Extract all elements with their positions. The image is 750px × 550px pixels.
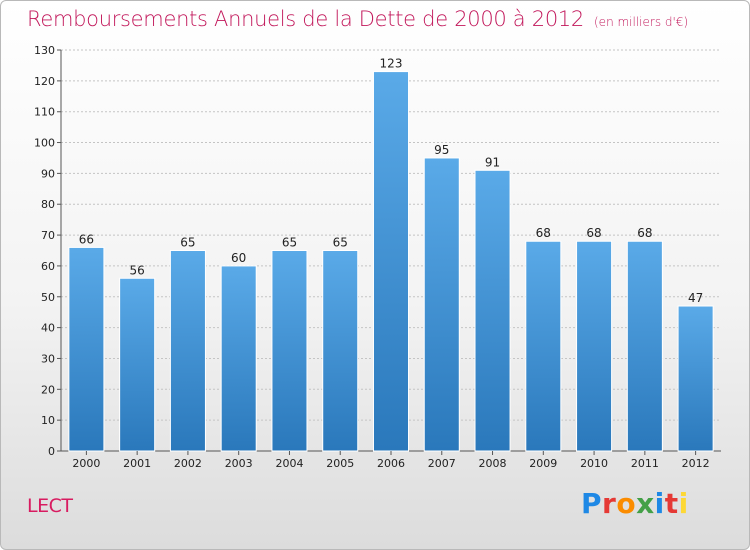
y-tick-label: 110 [34, 106, 55, 119]
bar-value-label: 47 [688, 291, 703, 305]
y-tick-label: 90 [41, 167, 55, 180]
bar [576, 240, 613, 452]
bar [423, 157, 460, 452]
x-tick-label: 2000 [72, 457, 100, 470]
bar [474, 169, 511, 452]
y-tick-label: 50 [41, 291, 55, 304]
x-tick-label: 2007 [428, 457, 456, 470]
bar-value-label: 68 [536, 226, 551, 240]
y-tick-label: 70 [41, 229, 55, 242]
logo-letter: o [616, 487, 637, 520]
bar [626, 240, 663, 452]
bar [220, 265, 257, 452]
bar-value-label: 66 [79, 232, 94, 246]
bar-value-label: 65 [180, 236, 195, 250]
y-tick-label: 0 [48, 445, 55, 458]
logo-letter: i [678, 487, 689, 520]
x-tick-label: 2010 [580, 457, 608, 470]
bar-value-label: 65 [282, 236, 297, 250]
y-tick-label: 40 [41, 322, 55, 335]
bar [169, 250, 206, 452]
x-tick-label: 2008 [479, 457, 507, 470]
bar-value-label: 68 [637, 226, 652, 240]
x-tick-label: 2002 [174, 457, 202, 470]
bar [372, 71, 410, 452]
x-tick-label: 2012 [682, 457, 710, 470]
bar-value-label: 68 [586, 226, 601, 240]
x-tick-label: 2005 [326, 457, 354, 470]
y-tick-label: 130 [34, 44, 55, 57]
x-tick-label: 2004 [275, 457, 303, 470]
y-tick-label: 80 [41, 198, 55, 211]
chart-title: Remboursements Annuels de la Dette de 20… [27, 7, 688, 31]
bar [525, 240, 562, 452]
y-tick-label: 10 [41, 414, 55, 427]
bar-value-label: 60 [231, 251, 246, 265]
bar-value-label: 95 [434, 143, 449, 157]
bar [119, 277, 156, 452]
y-tick-label: 60 [41, 260, 55, 273]
y-tick-label: 100 [34, 137, 55, 150]
chart-subtitle: (en milliers d'€) [594, 15, 689, 29]
commune-name: LECT [27, 495, 73, 517]
bar-value-label: 91 [485, 155, 500, 169]
bar-value-label: 123 [380, 57, 403, 71]
bar [68, 246, 105, 452]
logo-letter: x [636, 487, 655, 520]
x-tick-label: 2003 [225, 457, 253, 470]
logo-letter: i [654, 487, 665, 520]
x-tick-label: 2006 [377, 457, 405, 470]
logo-letter: t [664, 487, 679, 520]
logo-letter: P [581, 487, 603, 520]
bar-value-label: 65 [333, 236, 348, 250]
x-tick-label: 2011 [631, 457, 659, 470]
y-tick-label: 120 [34, 75, 55, 88]
y-tick-label: 30 [41, 352, 55, 365]
bar-value-label: 56 [130, 263, 145, 277]
x-tick-label: 2009 [529, 457, 557, 470]
y-tick-label: 20 [41, 383, 55, 396]
bar [677, 305, 714, 452]
bar [322, 250, 359, 452]
proxiti-logo: Proxiti [581, 487, 689, 520]
chart-title-text: Remboursements Annuels de la Dette de 20… [27, 7, 584, 31]
bar [271, 250, 308, 452]
x-tick-label: 2001 [123, 457, 151, 470]
logo-letter: r [602, 487, 617, 520]
